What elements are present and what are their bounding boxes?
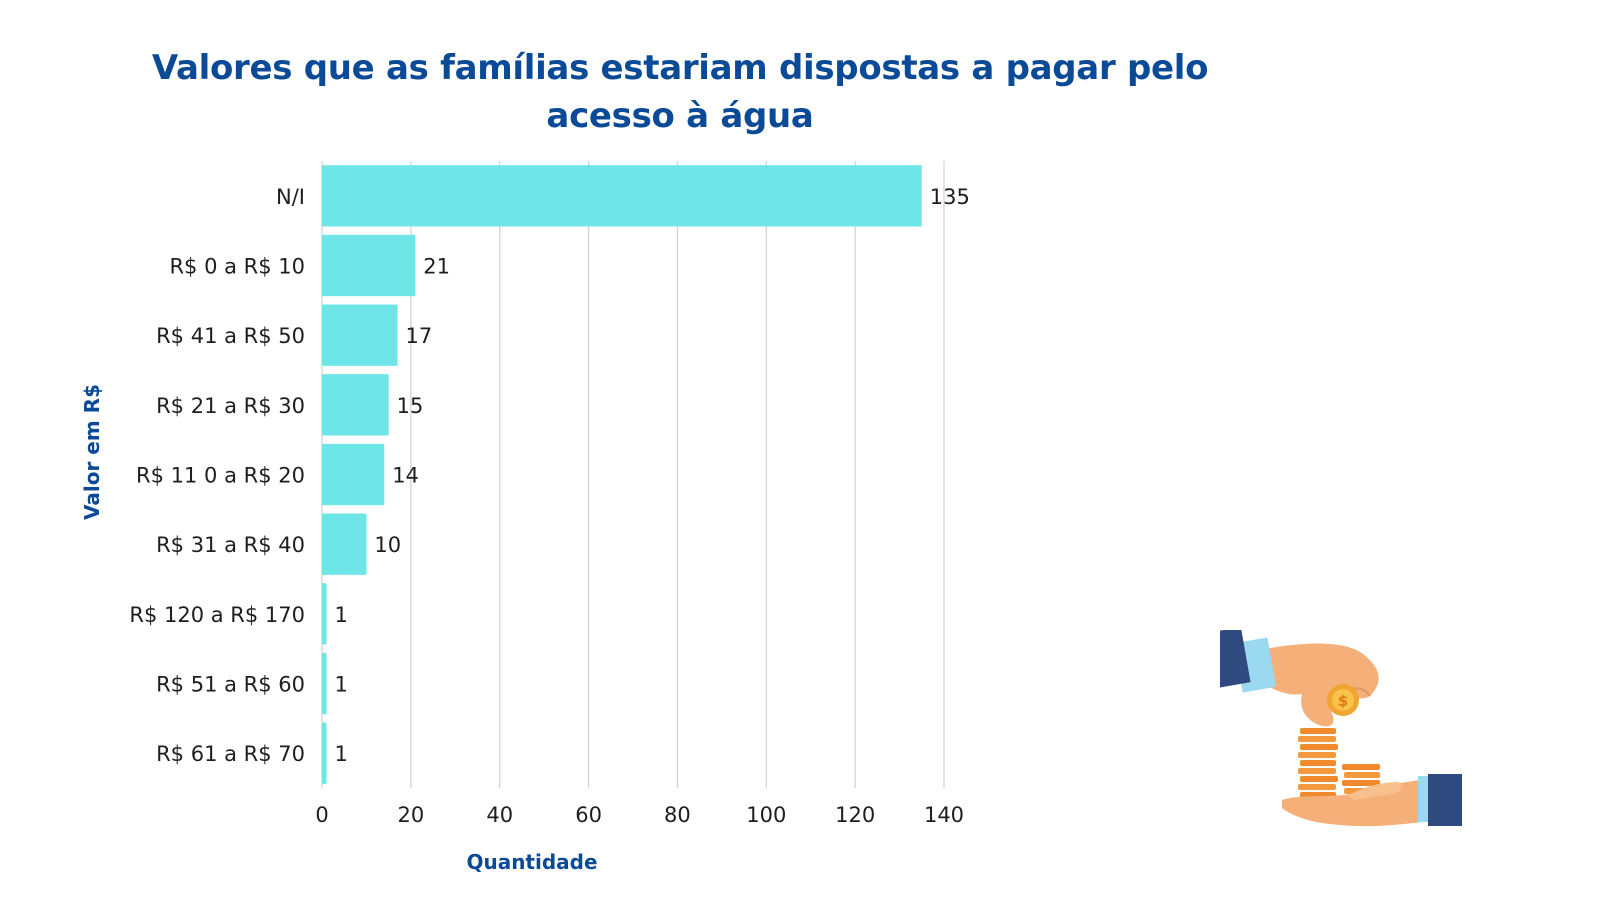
bars — [322, 165, 922, 784]
bar — [322, 234, 416, 297]
category-label: R$ 61 a R$ 70 — [156, 742, 305, 766]
category-label: R$ 51 a R$ 60 — [156, 673, 305, 697]
hands-coins-illustration: $ — [1220, 630, 1462, 827]
x-tick-label: 40 — [486, 803, 513, 827]
x-tick-label: 100 — [746, 803, 786, 827]
data-label: 15 — [397, 394, 424, 418]
category-label: R$ 120 a R$ 170 — [129, 603, 305, 627]
x-tick-label: 60 — [575, 803, 602, 827]
data-label: 1 — [334, 673, 347, 697]
y-axis-title: Valor em R$ — [80, 384, 104, 520]
x-tick-label: 20 — [397, 803, 424, 827]
data-label: 1 — [334, 603, 347, 627]
category-label: R$ 41 a R$ 50 — [156, 324, 305, 348]
bar — [322, 722, 327, 784]
x-tick-label: 0 — [315, 803, 328, 827]
data-label: 1 — [334, 742, 347, 766]
x-axis-title: Quantidade — [466, 850, 598, 874]
giving-hand-icon — [1220, 630, 1379, 727]
svg-text:$: $ — [1338, 692, 1348, 710]
receiving-hand-icon — [1282, 774, 1462, 827]
category-label: N/I — [276, 185, 305, 209]
bar — [322, 652, 327, 715]
data-label: 10 — [374, 533, 401, 557]
category-labels: N/I R$ 0 a R$ 10 R$ 41 a R$ 50 R$ 21 a R$ 3… — [129, 185, 305, 766]
category-label: R$ 11 0 a R$ 20 — [136, 464, 305, 488]
bar — [322, 583, 327, 645]
bar — [322, 513, 367, 575]
data-label: 135 — [930, 185, 970, 209]
category-label: R$ 21 a R$ 30 — [156, 394, 305, 418]
bar — [322, 443, 385, 506]
x-tick-label: 80 — [664, 803, 691, 827]
bar — [322, 374, 389, 436]
x-tick-labels: 0 20 40 60 80 100 120 140 — [315, 803, 964, 827]
bar — [322, 165, 922, 227]
category-label: R$ 0 a R$ 10 — [169, 255, 305, 279]
category-label: R$ 31 a R$ 40 — [156, 533, 305, 557]
bar — [322, 304, 398, 366]
data-label: 14 — [392, 464, 419, 488]
data-label: 17 — [406, 324, 433, 348]
chart-title: Valores que as famílias estariam dispost… — [151, 48, 1209, 136]
data-label: 21 — [423, 255, 450, 279]
data-labels: 135 21 17 15 14 10 1 1 1 — [334, 185, 969, 766]
x-tick-label: 120 — [835, 803, 875, 827]
x-tick-label: 140 — [924, 803, 964, 827]
coin-icon: $ — [1327, 684, 1359, 716]
